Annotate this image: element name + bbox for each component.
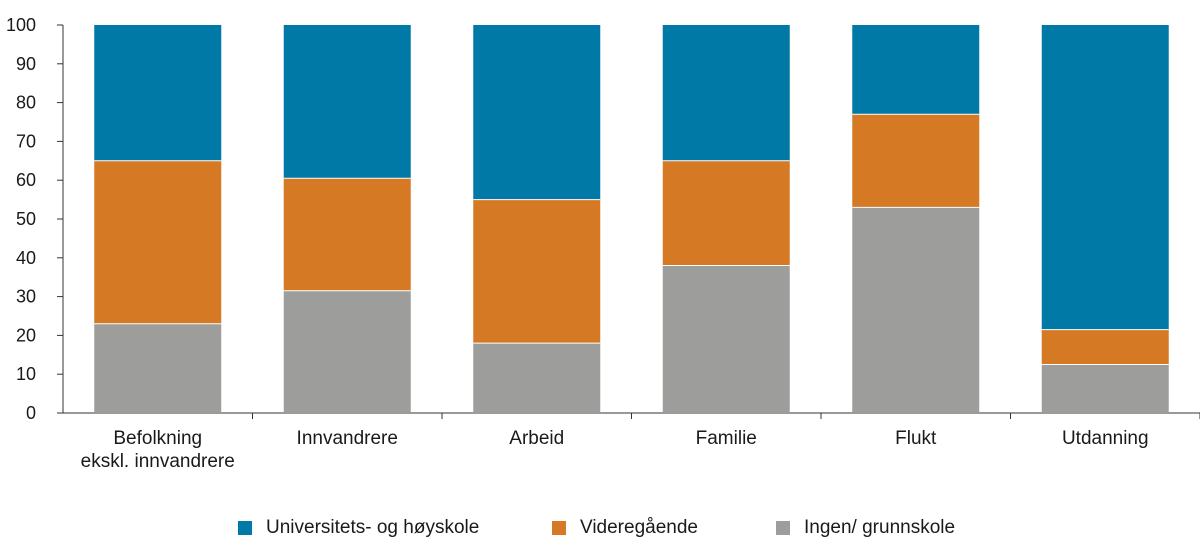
legend-item: Ingen/ grunnskole xyxy=(776,517,955,539)
legend-label: Videregående xyxy=(580,517,698,538)
legend-item: Universitets- og høyskole xyxy=(238,517,479,539)
legend-label: Ingen/ grunnskole xyxy=(804,517,956,538)
y-tick-label: 50 xyxy=(16,209,36,229)
x-category-label: ekskl. innvandrere xyxy=(81,451,235,472)
y-tick-label: 30 xyxy=(16,287,36,307)
y-tick-label: 20 xyxy=(16,325,36,345)
y-axis-ticks: 0 10 20 30 40 50 60 70 80 90 100 xyxy=(6,15,63,423)
x-category-label: Flukt xyxy=(895,428,937,449)
legend-label: Universitets- og høyskole xyxy=(266,517,480,538)
bar-segment xyxy=(852,25,980,115)
x-category-label: Befolkning xyxy=(113,428,202,449)
y-tick-label: 70 xyxy=(16,131,36,151)
y-tick-label: 90 xyxy=(16,54,36,74)
bar-segment xyxy=(662,25,790,161)
bar-segment xyxy=(662,265,790,413)
x-category-label: Familie xyxy=(696,428,757,449)
bar-segment xyxy=(283,178,411,291)
bar-segment xyxy=(283,290,411,413)
x-category-label: Innvandrere xyxy=(297,428,398,449)
y-tick-label: 0 xyxy=(26,403,36,423)
bar-segment xyxy=(662,160,790,266)
y-tick-label: 40 xyxy=(16,248,36,268)
legend: Universitets- og høyskole Videregående Ing… xyxy=(0,517,1200,547)
bar-segment xyxy=(473,343,601,413)
bar-segment xyxy=(94,160,222,324)
x-category-label: Arbeid xyxy=(509,428,564,449)
bar-segment xyxy=(852,207,980,413)
bar-segment xyxy=(94,25,222,161)
legend-swatch xyxy=(552,521,566,535)
y-tick-label: 10 xyxy=(16,364,36,384)
bar-segment xyxy=(283,25,411,179)
bar-segment xyxy=(94,323,222,413)
y-tick-label: 60 xyxy=(16,170,36,190)
bar-segment xyxy=(852,114,980,208)
bar-segment xyxy=(1041,364,1169,413)
legend-item: Videregående xyxy=(552,517,698,539)
legend-swatch xyxy=(238,521,252,535)
bar-segment xyxy=(473,25,601,200)
stacked-bar-chart: 0 10 20 30 40 50 60 70 80 90 100 Befolkningekskl. … xyxy=(6,15,1200,472)
y-tick-label: 100 xyxy=(6,15,36,35)
bar-segment xyxy=(473,199,601,344)
x-category-label: Utdanning xyxy=(1062,428,1149,449)
y-tick-label: 80 xyxy=(16,93,36,113)
bar-segment xyxy=(1041,329,1169,365)
bar-segment xyxy=(1041,25,1169,330)
bar-groups xyxy=(94,25,1169,413)
legend-swatch xyxy=(776,521,790,535)
